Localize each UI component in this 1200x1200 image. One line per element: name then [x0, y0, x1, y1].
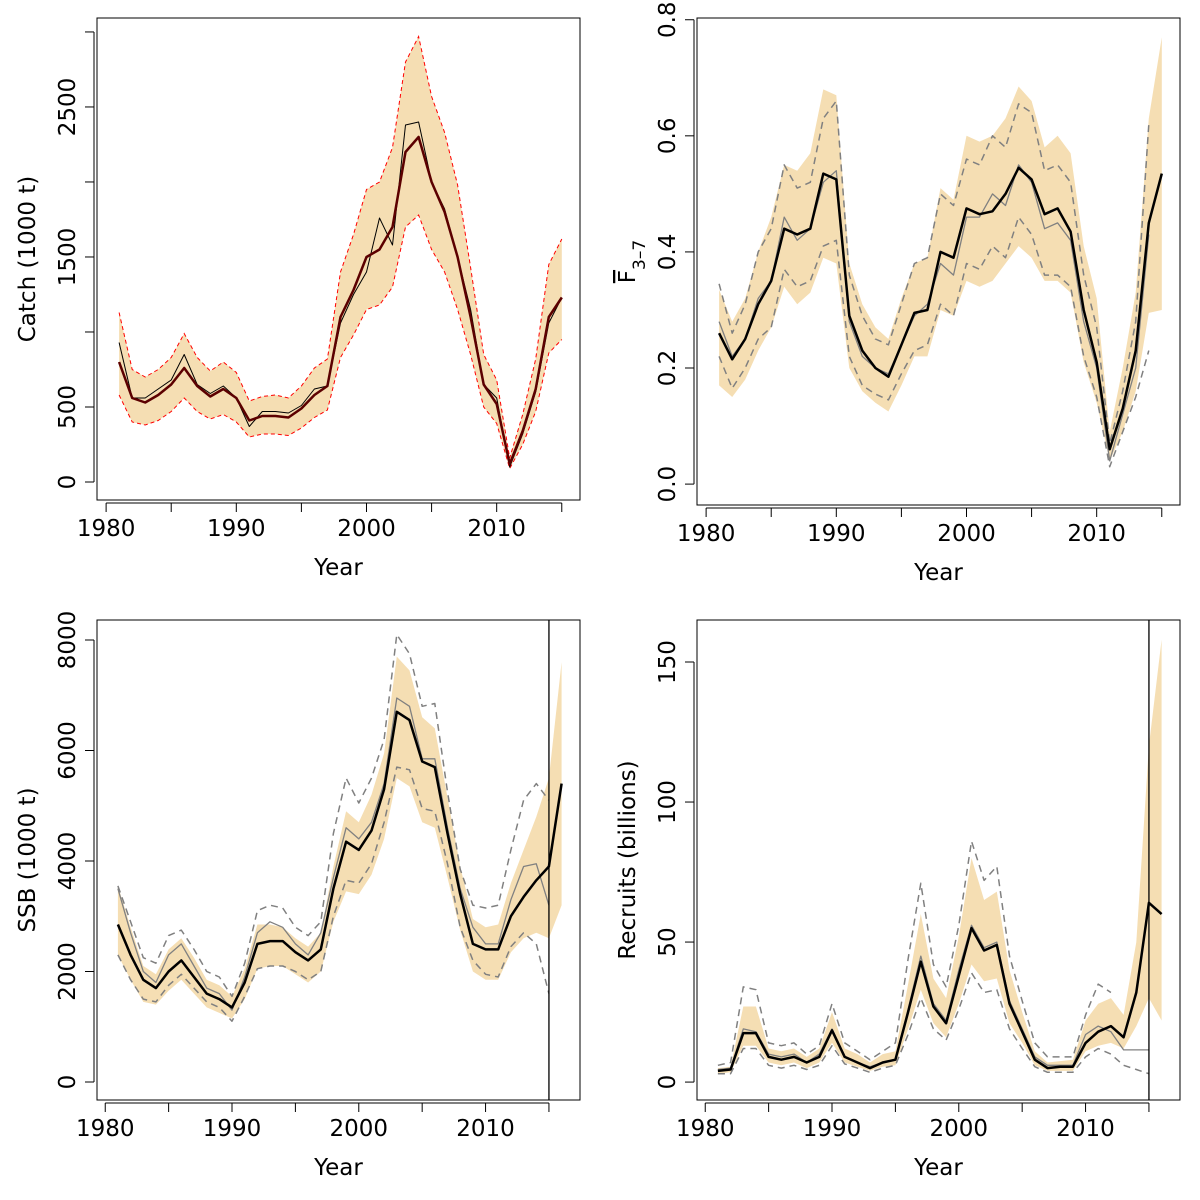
y-axis-title: F3–7 — [615, 240, 650, 283]
plot-area — [717, 37, 1164, 468]
x-tick-label: 1990 — [803, 1116, 862, 1142]
y-tick-label: 0.6 — [655, 118, 681, 155]
y-tick-label: 4000 — [55, 832, 81, 891]
x-tick-label: 1980 — [676, 1116, 735, 1142]
plot-box — [696, 17, 1181, 506]
band-border — [118, 214, 563, 470]
x-tick-label: 2010 — [467, 516, 526, 542]
x-tick-label: 2010 — [1056, 1116, 1115, 1142]
x-tick-label: 2010 — [1067, 521, 1126, 547]
x-tick-label: 1990 — [807, 521, 866, 547]
series-line — [718, 100, 1150, 445]
plot-area — [117, 35, 563, 470]
confidence-band — [117, 656, 562, 1019]
x-tick-label: 1990 — [207, 516, 266, 542]
x-tick-label: 2000 — [330, 1116, 389, 1142]
panel: 1980 1990 2000 2010 Year 0 500 1500 2500 Catch (1… — [15, 17, 581, 581]
x-tick-label: 2000 — [930, 1116, 989, 1142]
panel: 1980 1990 2000 2010 Year 0 2000 4000 6000 8000 SSB… — [15, 611, 581, 1181]
x-tick-label: 1980 — [76, 1116, 135, 1142]
y-axis-title-base: F — [615, 270, 641, 283]
y-axis-title: SSB (1000 t) — [15, 787, 41, 932]
y-tick-label: 0 — [55, 1075, 81, 1090]
x-axis-title: Year — [913, 560, 963, 586]
x-tick-label: 2000 — [337, 516, 396, 542]
series-line — [117, 633, 550, 998]
plot-box — [696, 619, 1181, 1101]
series-line — [717, 901, 1163, 1073]
plot-box — [96, 17, 581, 501]
y-tick-label: 0.4 — [655, 234, 681, 271]
x-tick-label: 1990 — [203, 1116, 262, 1142]
y-tick-label: 2500 — [55, 78, 81, 137]
series-line — [117, 766, 550, 1022]
x-axis-title: Year — [313, 1155, 363, 1181]
y-tick-label: 1500 — [55, 228, 81, 287]
plot-area — [717, 639, 1163, 1075]
y-tick-label: 0.8 — [655, 1, 681, 38]
series-line — [116, 710, 563, 1009]
y-tick-label: 8000 — [55, 611, 81, 670]
y-axis-title: Catch (1000 t) — [15, 176, 41, 343]
x-axis-title: Year — [913, 1155, 963, 1181]
y-tick-label: 500 — [55, 385, 81, 429]
y-tick-label: 0 — [55, 475, 81, 490]
confidence-band — [717, 639, 1162, 1074]
confidence-band — [719, 37, 1162, 461]
panel: 1980 1990 2000 2010 Year 0.0 0.2 0.4 0.6 0.8 F3–7 — [615, 1, 1181, 586]
plot-box — [96, 619, 581, 1101]
y-tick-label: 100 — [655, 780, 681, 824]
series-line — [717, 166, 1164, 451]
plot-area — [116, 633, 563, 1022]
x-tick-label: 2010 — [456, 1116, 515, 1142]
panel: 1980 1990 2000 2010 Year 0 50 100 150 Recruits (b… — [615, 619, 1181, 1181]
series-line — [717, 840, 1112, 1067]
x-tick-label: 1980 — [677, 521, 736, 547]
y-tick-label: 50 — [655, 927, 681, 956]
y-axis-title: Recruits (billions) — [615, 760, 641, 959]
x-tick-label: 1980 — [77, 516, 136, 542]
y-tick-label: 0.2 — [655, 350, 681, 387]
series-line — [717, 972, 1150, 1075]
y-tick-label: 2000 — [55, 942, 81, 1001]
band-border — [118, 35, 563, 459]
series-line — [117, 697, 550, 1011]
y-tick-label: 0.0 — [655, 466, 681, 503]
y-axis-title-sub: 3–7 — [630, 240, 650, 270]
series-line — [117, 135, 563, 466]
y-tick-label: 0 — [655, 1075, 681, 1090]
y-tick-label: 150 — [655, 640, 681, 684]
x-tick-label: 2000 — [937, 521, 996, 547]
x-axis-title: Year — [313, 555, 363, 581]
y-tick-label: 6000 — [55, 721, 81, 780]
